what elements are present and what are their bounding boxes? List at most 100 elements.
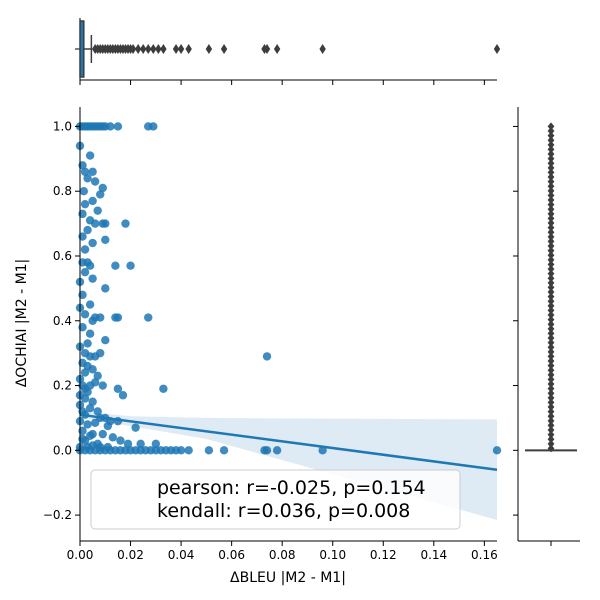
scatter-point xyxy=(90,378,100,387)
marginal-y-outlier xyxy=(547,232,555,241)
marginal-y-outlier xyxy=(547,426,555,435)
marginal-y-outlier xyxy=(547,435,555,444)
marginal-x-outlier xyxy=(160,44,167,54)
marginal-y-outlier xyxy=(547,297,555,306)
scatter-point xyxy=(204,446,214,455)
scatter-point xyxy=(88,397,97,406)
scatter-point xyxy=(103,442,113,452)
marginal-x-outlier xyxy=(319,44,326,54)
scatter-point xyxy=(101,284,110,293)
marginal-x-outlier xyxy=(185,44,192,54)
marginal-y-outlier xyxy=(547,320,555,329)
marginal-y-outlier xyxy=(547,375,555,384)
marginal-y-outlier xyxy=(547,173,555,182)
scatter-point xyxy=(88,441,97,450)
scatter-point xyxy=(88,365,97,374)
scatter-point xyxy=(118,391,128,400)
marginal-x-outlier xyxy=(263,44,271,54)
y-tick-label: 0.0 xyxy=(53,443,72,457)
scatter-point xyxy=(96,313,105,322)
scatter-point xyxy=(123,439,133,449)
stats-line-pearson: pearson: r=-0.025, p=0.154 xyxy=(157,477,426,499)
marginal-x-outlier xyxy=(172,44,180,54)
scatter-point xyxy=(113,313,123,322)
marginal-x-outlier xyxy=(220,44,228,54)
marginal-y-outlier xyxy=(547,357,555,366)
scatter-point xyxy=(85,431,95,440)
marginal-y-outlier xyxy=(547,140,555,149)
x-tick-label: 0.04 xyxy=(168,548,195,562)
marginal-y-outlier xyxy=(547,398,555,407)
scatter-point xyxy=(101,235,110,244)
marginal-y-outlier xyxy=(547,127,555,136)
marginal-x-axes xyxy=(75,18,501,85)
scatter-point xyxy=(93,206,102,215)
scatter-point xyxy=(79,187,88,196)
marginal-y-outlier xyxy=(547,131,555,140)
scatter-point xyxy=(108,433,118,442)
marginal-y-outlier xyxy=(547,329,555,338)
scatter-point xyxy=(98,429,107,439)
marginal-y-outlier xyxy=(547,269,555,278)
scatter-point xyxy=(88,238,97,248)
scatter-point xyxy=(90,177,100,186)
marginal-y-outlier xyxy=(547,301,555,310)
y-axis-label: ΔOCHIAI |M2 - M1| xyxy=(14,259,30,388)
scatter-point xyxy=(83,420,92,429)
marginal-y-outlier xyxy=(547,265,555,274)
marginal-y-outlier xyxy=(547,209,555,218)
scatter-point xyxy=(88,196,97,206)
marginal-y-outlier xyxy=(547,214,555,223)
marginal-y-outlier xyxy=(547,384,555,393)
marginal-y-outlier xyxy=(547,311,555,320)
marginal-y-outlier xyxy=(547,421,555,430)
scatter-axes: 0.00 0.02 0.04 0.06 0.08 0.10 0.12 0.14 0.16 −0.2… xyxy=(43,107,502,562)
scatter-point xyxy=(80,267,90,277)
marginal-y-outlier xyxy=(547,389,555,398)
scatter-point xyxy=(85,404,95,413)
y-tick-label: 0.2 xyxy=(53,379,72,393)
marginal-y-outlier xyxy=(547,403,555,412)
marginal-y-outlier xyxy=(547,255,555,264)
scatter-point xyxy=(90,219,100,228)
marginal-y-outlier xyxy=(547,347,555,356)
marginal-y-outlier xyxy=(547,122,555,131)
scatter-point xyxy=(90,418,100,427)
y-tick-label: 0.8 xyxy=(53,184,72,198)
scatter-point xyxy=(80,167,90,176)
marginal-y-outlier xyxy=(547,223,555,232)
marginal-y-outlier xyxy=(547,370,555,379)
x-tick-label: 0.10 xyxy=(319,548,346,562)
marginal-y-outlier xyxy=(547,380,555,389)
marginal-y-outlier xyxy=(547,163,555,172)
marginal-y-outlier xyxy=(547,237,555,246)
marginal-x-outlier xyxy=(493,44,501,54)
marginal-y-outlier xyxy=(547,283,555,292)
scatter-point xyxy=(151,439,161,449)
marginal-x-outlier xyxy=(177,44,185,54)
marginal-x-outlier xyxy=(134,44,142,54)
scatter-point xyxy=(492,446,502,455)
marginal-y-outlier xyxy=(547,145,555,154)
x-tick-label: 0.12 xyxy=(370,548,397,562)
scatter-point xyxy=(126,261,135,270)
scatter-point xyxy=(85,300,95,309)
marginal-y-outlier xyxy=(547,177,555,186)
scatter-point xyxy=(85,151,95,160)
scatter-point xyxy=(116,436,125,445)
x-axis-label: ΔBLEU |M2 - M1| xyxy=(230,570,346,586)
scatter-point xyxy=(85,329,95,338)
scatter-point xyxy=(111,261,120,270)
marginal-y-outlier xyxy=(547,338,555,347)
marginal-y-outlier xyxy=(547,200,555,209)
scatter-point xyxy=(113,122,123,131)
marginal-y-outlier xyxy=(547,242,555,251)
marginal-y-outlier xyxy=(547,393,555,402)
marginal-x-outlier xyxy=(205,44,213,54)
scatter-point xyxy=(80,245,90,254)
marginal-y-outlier xyxy=(547,260,555,269)
scatter-point xyxy=(80,310,90,319)
x-tick-label: 0.14 xyxy=(420,548,447,562)
stats-annotation: pearson: r=-0.025, p=0.154 kendall: r=0.… xyxy=(90,469,461,530)
